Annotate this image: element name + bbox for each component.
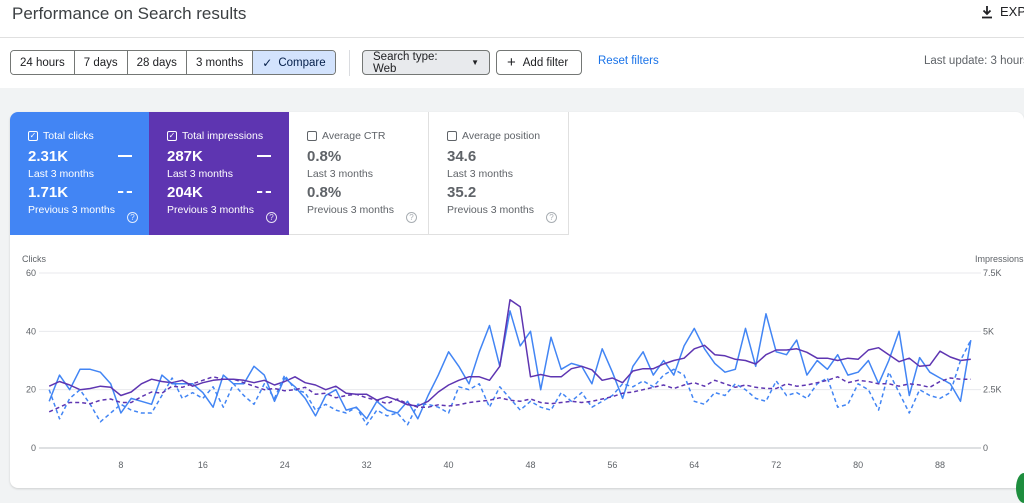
metric-total-impressions[interactable]: ✓ Total impressions 287K Last 3 months 20… xyxy=(149,112,289,235)
reset-filters-link[interactable]: Reset filters xyxy=(598,55,659,67)
page-title: Performance on Search results xyxy=(12,4,247,23)
help-icon[interactable]: ? xyxy=(127,212,138,223)
series-line-0 xyxy=(48,310,972,420)
performance-chart[interactable]: 0 20 40 60 0 2.5K 5K 7.5K Clicks Impressions 8 16 24… xyxy=(10,112,1024,488)
checkbox-checked-icon[interactable]: ✓ xyxy=(167,131,177,141)
range-compare[interactable]: ✓ Compare xyxy=(253,51,335,74)
range-label: 7 days xyxy=(83,56,118,69)
search-type-dropdown[interactable]: Search type: Web ▼ xyxy=(362,50,490,75)
y-left-tick-label: 60 xyxy=(26,268,36,278)
metric-previous-value: 1.71K xyxy=(28,184,69,201)
metric-label: Total impressions xyxy=(182,130,264,142)
metric-total-clicks[interactable]: ✓ Total clicks 2.31K Last 3 months 1.71K … xyxy=(10,112,149,235)
metric-label: Average position xyxy=(462,130,541,142)
metric-average-position[interactable]: Average position 34.6 Last 3 months 35.2… xyxy=(429,112,569,235)
x-tick-label: 48 xyxy=(525,460,535,470)
solid-line-legend-icon xyxy=(118,155,132,157)
metric-current-period: Last 3 months xyxy=(447,168,513,180)
export-label: EXPORT xyxy=(1000,4,1024,19)
range-28-days[interactable]: 28 days xyxy=(127,51,187,74)
x-tick-label: 56 xyxy=(607,460,617,470)
search-type-label: Search type: Web xyxy=(373,50,438,75)
y-right-tick-label: 2.5K xyxy=(983,385,1002,395)
checkbox-unchecked-icon[interactable] xyxy=(307,131,317,141)
y-right-tick-label: 7.5K xyxy=(983,268,1002,278)
x-tick-label: 32 xyxy=(362,460,372,470)
checkbox-checked-icon[interactable]: ✓ xyxy=(28,131,38,141)
export-button[interactable]: EXPORT xyxy=(980,4,1024,19)
metric-previous-period: Previous 3 months xyxy=(167,204,254,216)
help-icon[interactable]: ? xyxy=(546,212,557,223)
metric-average-ctr[interactable]: Average CTR 0.8% Last 3 months 0.8% Prev… xyxy=(289,112,429,235)
y-right-tick-label: 5K xyxy=(983,326,994,336)
metric-current-period: Last 3 months xyxy=(28,168,94,180)
metric-previous-value: 0.8% xyxy=(307,184,342,201)
series-line-3 xyxy=(48,376,971,413)
last-update-text: Last update: 3 hours ago xyxy=(924,55,1024,67)
help-icon[interactable]: ? xyxy=(406,212,417,223)
performance-card: ✓ Total clicks 2.31K Last 3 months 1.71K … xyxy=(10,112,1024,488)
date-range-selector: 24 hours 7 days 28 days 3 months ✓ Compar… xyxy=(10,50,336,75)
metric-current-value: 0.8% xyxy=(307,148,342,165)
range-label: 3 months xyxy=(195,56,244,69)
metric-current-value: 34.6 xyxy=(447,148,477,165)
y-right-axis-label: Impressions xyxy=(975,254,1024,264)
dashed-line-legend-icon xyxy=(118,191,132,193)
metric-current-value: 2.31K xyxy=(28,148,69,165)
metric-previous-period: Previous 3 months xyxy=(447,204,534,216)
metric-current-period: Last 3 months xyxy=(167,168,233,180)
add-filter-button[interactable]: + Add filter xyxy=(496,50,582,75)
series-line-1 xyxy=(48,299,971,407)
metric-previous-value: 204K xyxy=(167,184,203,201)
x-tick-label: 8 xyxy=(118,460,123,470)
filter-toolbar: 24 hours 7 days 28 days 3 months ✓ Compar… xyxy=(0,38,1024,88)
x-tick-label: 88 xyxy=(935,460,945,470)
x-tick-label: 40 xyxy=(444,460,454,470)
x-tick-label: 16 xyxy=(198,460,208,470)
toolbar-divider xyxy=(349,50,350,76)
plus-icon: + xyxy=(507,54,516,71)
help-icon[interactable]: ? xyxy=(266,212,277,223)
dashed-line-legend-icon xyxy=(257,191,271,193)
range-label: 24 hours xyxy=(20,56,65,69)
series-line-2 xyxy=(48,339,972,426)
y-left-tick-label: 0 xyxy=(31,443,36,453)
download-icon xyxy=(982,5,992,18)
metric-previous-value: 35.2 xyxy=(447,184,477,201)
metric-previous-period: Previous 3 months xyxy=(28,204,115,216)
feedback-fab[interactable] xyxy=(1016,473,1024,503)
metric-current-value: 287K xyxy=(167,148,203,165)
check-icon: ✓ xyxy=(262,55,273,70)
page-header: Performance on Search results EXPORT xyxy=(0,0,1024,38)
range-7-days[interactable]: 7 days xyxy=(74,51,128,74)
range-24-hours[interactable]: 24 hours xyxy=(11,51,75,74)
x-tick-label: 72 xyxy=(771,460,781,470)
checkbox-unchecked-icon[interactable] xyxy=(447,131,457,141)
range-3-months[interactable]: 3 months xyxy=(186,51,254,74)
y-left-tick-label: 20 xyxy=(26,385,36,395)
metric-label: Total clicks xyxy=(43,130,94,142)
x-tick-label: 64 xyxy=(689,460,699,470)
range-label: Compare xyxy=(278,56,326,69)
y-right-tick-label: 0 xyxy=(983,443,988,453)
x-tick-label: 80 xyxy=(853,460,863,470)
y-left-axis-label: Clicks xyxy=(22,254,46,264)
caret-down-icon: ▼ xyxy=(471,58,479,67)
metric-previous-period: Previous 3 months xyxy=(307,204,394,216)
y-left-tick-label: 40 xyxy=(26,326,36,336)
solid-line-legend-icon xyxy=(257,155,271,157)
metric-current-period: Last 3 months xyxy=(307,168,373,180)
add-filter-label: Add filter xyxy=(522,56,569,69)
x-tick-label: 24 xyxy=(280,460,290,470)
metric-label: Average CTR xyxy=(322,130,386,142)
range-label: 28 days xyxy=(136,56,177,69)
